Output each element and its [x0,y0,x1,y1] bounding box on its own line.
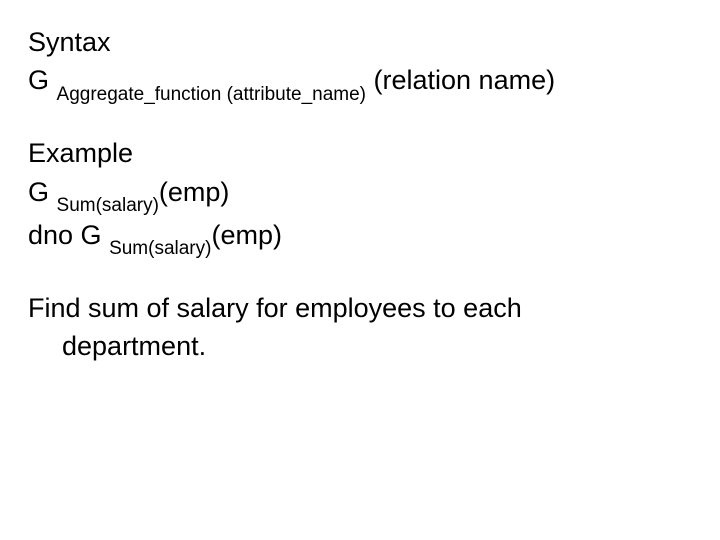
syntax-heading: Syntax [28,24,692,60]
syntax-g: G [28,65,57,95]
slide: Syntax G Aggregate_function (attribute_n… [0,0,720,540]
example-line-1: G Sum(salary)(emp) [28,174,692,215]
task-line-2: department. [28,328,692,364]
example2-relation: (emp) [211,220,282,250]
example-line-2: dno G Sum(salary)(emp) [28,217,692,258]
example1-subscript: Sum(salary) [57,195,159,216]
example2-prefix: dno G [28,220,109,250]
task-line-1: Find sum of salary for employees to each [28,290,692,326]
example1-relation: (emp) [159,177,230,207]
example2-subscript: Sum(salary) [109,238,211,259]
example1-g: G [28,177,57,207]
syntax-subscript: Aggregate_function (attribute_name) [57,84,366,105]
syntax-relation: (relation name) [366,65,555,95]
example-heading: Example [28,135,692,171]
syntax-expression: G Aggregate_function (attribute_name) (r… [28,62,692,103]
